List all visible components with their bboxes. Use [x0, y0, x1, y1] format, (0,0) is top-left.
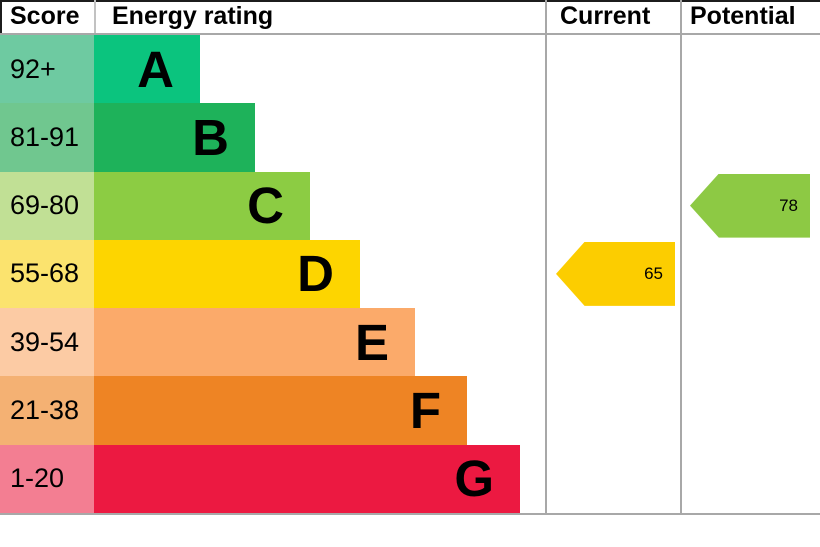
band-rows: 92+ A 81-91 B 69-80 C 55-68 D 39-54 E 21…	[0, 35, 545, 513]
current-rating-value: 65	[644, 263, 663, 283]
current-rating-arrow: 65	[556, 241, 675, 306]
band-bar: B	[94, 103, 255, 172]
band-row: 39-54 E	[0, 308, 545, 377]
column-header-energy-rating: Energy rating	[112, 2, 274, 30]
column-header-current: Current	[560, 2, 651, 30]
band-score-range: 39-54	[0, 308, 94, 377]
column-header-score: Score	[10, 2, 80, 30]
band-row: 69-80 C	[0, 171, 545, 240]
band-bar: G	[94, 444, 520, 513]
band-score-range: 55-68	[0, 239, 94, 309]
top-border	[0, 0, 820, 2]
band-score-range: 1-20	[0, 444, 94, 513]
band-bar: C	[94, 171, 310, 240]
band-row: 55-68 D	[0, 239, 545, 309]
band-score-range: 81-91	[0, 103, 94, 172]
header-separator-line	[0, 33, 820, 35]
band-bar: E	[94, 308, 415, 377]
column-header-potential: Potential	[690, 2, 796, 30]
band-row: 81-91 B	[0, 103, 545, 172]
bottom-line	[0, 513, 820, 515]
score-column-divider	[94, 0, 96, 33]
band-row: 1-20 G	[0, 444, 545, 513]
band-score-range: 92+	[0, 35, 94, 104]
potential-column-divider	[680, 0, 682, 513]
band-bar: A	[94, 35, 200, 104]
band-bar: D	[94, 239, 360, 309]
current-column-divider	[545, 0, 547, 513]
band-row: 21-38 F	[0, 376, 545, 445]
header-left-border	[0, 0, 2, 33]
band-bar: F	[94, 376, 467, 445]
potential-rating-value: 78	[779, 195, 798, 215]
potential-rating-arrow: 78	[690, 173, 810, 238]
band-row: 92+ A	[0, 35, 545, 104]
band-score-range: 21-38	[0, 376, 94, 445]
band-score-range: 69-80	[0, 171, 94, 240]
